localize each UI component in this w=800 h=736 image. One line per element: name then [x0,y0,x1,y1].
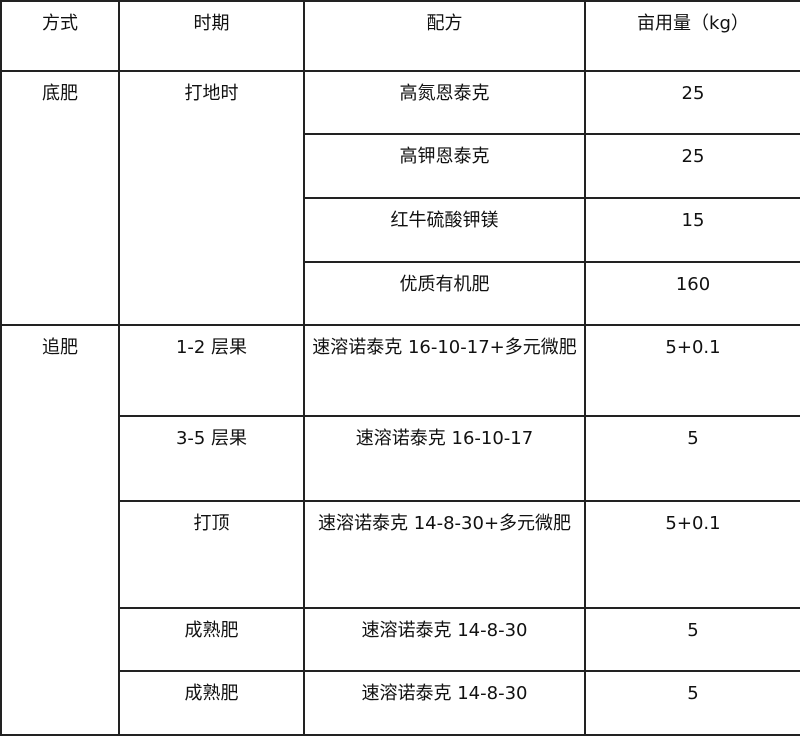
table-row: 红牛硫酸钾镁 15 [1,197,800,263]
table-row: 成熟肥 速溶诺泰克 14-8-30 5 [1,607,800,672]
formula-cell: 速溶诺泰克 14-8-30+多元微肥 [303,500,586,609]
header-period: 时期 [118,0,305,72]
formula-cell: 速溶诺泰克 16-10-17+多元微肥 [303,324,586,417]
period-cell: 1-2 层果 [118,324,305,417]
table-row: 优质有机肥 160 [1,261,800,326]
method-cell: 追肥 [0,324,120,736]
table-row: 高钾恩泰克 25 [1,133,800,199]
formula-cell: 高氮恩泰克 [303,70,586,135]
amount-cell: 5 [584,607,800,672]
amount-cell: 25 [584,133,800,199]
formula-cell: 高钾恩泰克 [303,133,586,199]
formula-cell: 优质有机肥 [303,261,586,326]
formula-cell: 速溶诺泰克 16-10-17 [303,415,586,502]
header-formula: 配方 [303,0,586,72]
period-cell: 打地时 [118,70,305,326]
amount-cell: 160 [584,261,800,326]
period-cell: 3-5 层果 [118,415,305,502]
table-row: 打顶 速溶诺泰克 14-8-30+多元微肥 5+0.1 [1,500,800,609]
amount-cell: 15 [584,197,800,263]
method-cell: 底肥 [0,70,120,326]
period-cell: 成熟肥 [118,607,305,672]
header-method: 方式 [0,0,120,72]
period-cell: 成熟肥 [118,670,305,736]
amount-cell: 5 [584,415,800,502]
table-row: 成熟肥 速溶诺泰克 14-8-30 5 [1,670,800,736]
formula-cell: 速溶诺泰克 14-8-30 [303,607,586,672]
amount-cell: 5+0.1 [584,324,800,417]
formula-cell: 速溶诺泰克 14-8-30 [303,670,586,736]
table-row: 追肥 1-2 层果 速溶诺泰克 16-10-17+多元微肥 5+0.1 [0,324,800,736]
period-cell: 打顶 [118,500,305,609]
amount-cell: 5 [584,670,800,736]
amount-cell: 5+0.1 [584,500,800,609]
header-row: 方式 时期 配方 亩用量（kg） [0,0,800,72]
amount-cell: 25 [584,70,800,135]
table-row: 3-5 层果 速溶诺泰克 16-10-17 5 [1,415,800,502]
formula-cell: 红牛硫酸钾镁 [303,197,586,263]
table-row: 底肥 打地时 高氮恩泰克 25 [0,70,800,326]
header-amount: 亩用量（kg） [584,0,800,72]
